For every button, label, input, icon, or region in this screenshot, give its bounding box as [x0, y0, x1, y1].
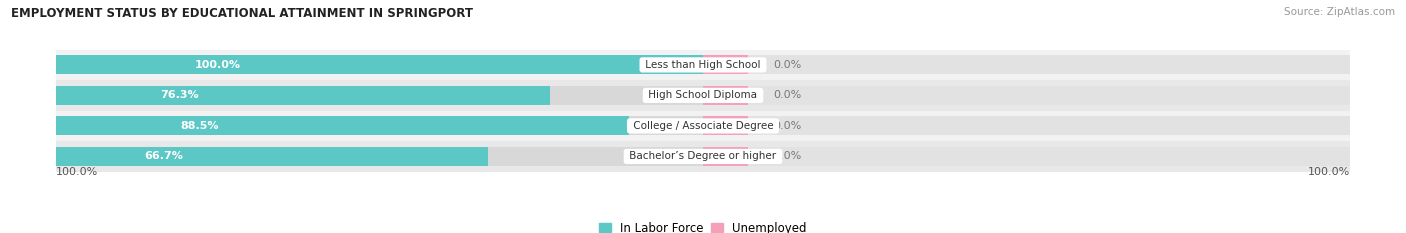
- Bar: [703, 86, 1350, 105]
- Text: 76.3%: 76.3%: [160, 90, 198, 100]
- Text: EMPLOYMENT STATUS BY EDUCATIONAL ATTAINMENT IN SPRINGPORT: EMPLOYMENT STATUS BY EDUCATIONAL ATTAINM…: [11, 7, 474, 20]
- Text: College / Associate Degree: College / Associate Degree: [630, 121, 776, 131]
- Bar: [703, 116, 1350, 135]
- Text: 0.0%: 0.0%: [773, 60, 801, 70]
- Bar: [703, 147, 748, 166]
- Text: High School Diploma: High School Diploma: [645, 90, 761, 100]
- Text: 0.0%: 0.0%: [773, 121, 801, 131]
- Text: 100.0%: 100.0%: [1308, 167, 1350, 177]
- Bar: [56, 50, 1350, 80]
- Text: Less than High School: Less than High School: [643, 60, 763, 70]
- Text: 100.0%: 100.0%: [56, 167, 98, 177]
- Bar: [56, 55, 703, 74]
- Bar: [703, 116, 748, 135]
- Bar: [56, 116, 703, 135]
- Legend: In Labor Force, Unemployed: In Labor Force, Unemployed: [595, 217, 811, 233]
- Bar: [56, 141, 1350, 172]
- Text: 66.7%: 66.7%: [145, 151, 184, 161]
- Text: 0.0%: 0.0%: [773, 151, 801, 161]
- Bar: [56, 116, 628, 135]
- Text: 100.0%: 100.0%: [195, 60, 240, 70]
- Bar: [56, 147, 488, 166]
- Bar: [56, 147, 703, 166]
- Text: Source: ZipAtlas.com: Source: ZipAtlas.com: [1284, 7, 1395, 17]
- Bar: [56, 55, 703, 74]
- Bar: [56, 111, 1350, 141]
- Text: 88.5%: 88.5%: [180, 121, 218, 131]
- Bar: [56, 80, 1350, 111]
- Text: Bachelor’s Degree or higher: Bachelor’s Degree or higher: [626, 151, 780, 161]
- Bar: [56, 86, 550, 105]
- Text: 0.0%: 0.0%: [773, 90, 801, 100]
- Bar: [703, 86, 748, 105]
- Bar: [56, 86, 703, 105]
- Bar: [703, 55, 748, 74]
- Bar: [703, 55, 1350, 74]
- Bar: [703, 147, 1350, 166]
